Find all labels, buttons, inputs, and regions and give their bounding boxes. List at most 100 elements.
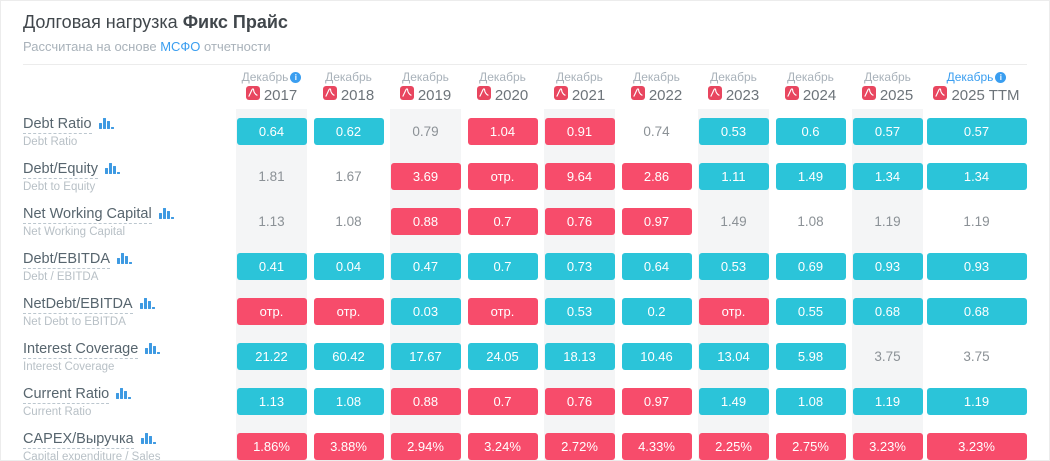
pdf-icon[interactable] bbox=[322, 86, 337, 104]
value-cell: 0.93 bbox=[926, 244, 1027, 289]
pdf-icon[interactable] bbox=[630, 86, 645, 104]
value-cell: 1.19 bbox=[849, 379, 926, 424]
value-cell: 1.08 bbox=[310, 379, 387, 424]
value-badge-bad: 2.94% bbox=[390, 433, 461, 460]
column-header-2025-ttm: Декабрь i 2025 TTM bbox=[926, 65, 1027, 109]
value-cell: 17.67 bbox=[387, 334, 464, 379]
column-year-text: 2018 bbox=[340, 86, 375, 104]
column-year-text: 2025 bbox=[879, 86, 914, 104]
metric-label[interactable]: Debt/Equity bbox=[23, 160, 98, 179]
value-cell: отр. bbox=[695, 289, 772, 334]
value-badge-good: 17.67 bbox=[390, 343, 461, 370]
bar-chart-icon[interactable] bbox=[104, 161, 120, 179]
column-month-text: Декабрь bbox=[864, 70, 911, 84]
metric-label[interactable]: Net Working Capital bbox=[23, 205, 152, 224]
value-badge-bad: 0.88 bbox=[390, 208, 461, 235]
bar-chart-icon[interactable] bbox=[139, 296, 155, 314]
value-badge-bad: 0.76 bbox=[544, 388, 615, 415]
column-month-label: Декабрь bbox=[864, 70, 911, 84]
value-badge-good: 5.98 bbox=[775, 343, 846, 370]
value-cell: 0.97 bbox=[618, 199, 695, 244]
pdf-icon[interactable] bbox=[861, 86, 876, 104]
pdf-icon[interactable] bbox=[553, 86, 568, 104]
value-badge-bad: 3.23% bbox=[926, 433, 1027, 460]
value-badge-good: 0.64 bbox=[621, 253, 692, 280]
value-cell: 0.97 bbox=[618, 379, 695, 424]
page-head: Долговая нагрузка Фикс Прайс Рассчитана … bbox=[1, 1, 1049, 65]
value-cell: 1.49 bbox=[772, 154, 849, 199]
metric-label-line: Debt/Equity bbox=[23, 161, 120, 179]
column-month-text: Декабрь bbox=[946, 70, 994, 84]
value-badge-bad: 2.25% bbox=[698, 433, 769, 460]
value-cell: 0.53 bbox=[695, 244, 772, 289]
value-cell: 0.76 bbox=[541, 199, 618, 244]
metric-label[interactable]: Interest Coverage bbox=[23, 340, 139, 359]
bar-chart-icon[interactable] bbox=[140, 431, 156, 449]
value-cell: 0.69 bbox=[772, 244, 849, 289]
value-cell: 5.98 bbox=[772, 334, 849, 379]
column-year-text: 2019 bbox=[417, 86, 452, 104]
value-badge-good: 0.04 bbox=[313, 253, 384, 280]
column-year: 2024 bbox=[784, 86, 836, 104]
column-year-text: 2022 bbox=[648, 86, 683, 104]
value-badge-good: 0.68 bbox=[926, 298, 1027, 325]
value-cell: 1.86% bbox=[233, 424, 310, 460]
bar-chart-icon[interactable] bbox=[158, 206, 174, 224]
metric-label[interactable]: Debt Ratio bbox=[23, 115, 92, 134]
value-text: 3.75 bbox=[874, 349, 901, 364]
metric-row-label: CAPEX/Выручка Capital expenditure / Sales bbox=[23, 424, 233, 460]
metric-label[interactable]: CAPEX/Выручка bbox=[23, 430, 134, 449]
value-cell: 1.34 bbox=[849, 154, 926, 199]
pdf-icon[interactable] bbox=[399, 86, 414, 104]
value-cell: 1.49 bbox=[695, 199, 772, 244]
value-cell: 18.13 bbox=[541, 334, 618, 379]
value-badge-bad: 1.86% bbox=[236, 433, 307, 460]
value-badge-bad: отр. bbox=[467, 298, 538, 325]
bar-chart-icon[interactable] bbox=[98, 116, 114, 134]
pdf-icon[interactable] bbox=[784, 86, 799, 104]
value-badge-good: 0.03 bbox=[390, 298, 461, 325]
value-badge-bad: отр. bbox=[313, 298, 384, 325]
metric-label[interactable]: NetDebt/EBITDA bbox=[23, 295, 133, 314]
bar-chart-icon[interactable] bbox=[116, 386, 132, 404]
info-icon[interactable]: i bbox=[995, 71, 1007, 83]
pdf-icon[interactable] bbox=[476, 86, 491, 104]
value-cell: 0.76 bbox=[541, 379, 618, 424]
value-text: 1.19 bbox=[963, 214, 990, 229]
value-badge-good: 0.7 bbox=[467, 253, 538, 280]
value-cell: 1.34 bbox=[926, 154, 1027, 199]
column-month-text: Декабрь bbox=[710, 70, 757, 84]
value-badge-good: 13.04 bbox=[698, 343, 769, 370]
metric-label[interactable]: Debt/EBITDA bbox=[23, 250, 111, 269]
info-icon[interactable]: i bbox=[290, 71, 302, 83]
bar-chart-icon[interactable] bbox=[145, 341, 161, 359]
value-badge-bad: 0.88 bbox=[390, 388, 461, 415]
pdf-icon[interactable] bbox=[707, 86, 722, 104]
value-badge-good: 24.05 bbox=[467, 343, 538, 370]
metric-label-line: Net Working Capital bbox=[23, 206, 174, 224]
value-cell: 0.79 bbox=[387, 109, 464, 154]
column-header-2019: Декабрь 2019 bbox=[387, 65, 464, 109]
column-year: 2022 bbox=[630, 86, 683, 104]
value-cell: 10.46 bbox=[618, 334, 695, 379]
pdf-icon[interactable] bbox=[245, 86, 260, 104]
column-month-text: Декабрь bbox=[787, 70, 834, 84]
value-cell: 1.67 bbox=[310, 154, 387, 199]
value-badge-bad: 0.76 bbox=[544, 208, 615, 235]
metric-sublabel: Debt / EBITDA bbox=[23, 270, 99, 283]
metric-row-label: Net Working Capital Net Working Capital bbox=[23, 199, 233, 244]
column-month-label: Декабрь bbox=[325, 70, 372, 84]
value-cell: 4.33% bbox=[618, 424, 695, 460]
value-cell: 2.25% bbox=[695, 424, 772, 460]
msfo-link[interactable]: МСФО bbox=[160, 39, 201, 54]
pdf-icon[interactable] bbox=[933, 86, 948, 104]
value-text: 1.13 bbox=[258, 214, 285, 229]
page-subtitle: Рассчитана на основе МСФО отчетности bbox=[23, 39, 1027, 54]
value-cell: 0.57 bbox=[849, 109, 926, 154]
column-year-text: 2025 TTM bbox=[951, 86, 1020, 104]
value-cell: 0.04 bbox=[310, 244, 387, 289]
bar-chart-icon[interactable] bbox=[117, 251, 133, 269]
value-badge-good: 0.73 bbox=[544, 253, 615, 280]
metric-label[interactable]: Current Ratio bbox=[23, 385, 110, 404]
column-month-label: Декабрь bbox=[479, 70, 526, 84]
